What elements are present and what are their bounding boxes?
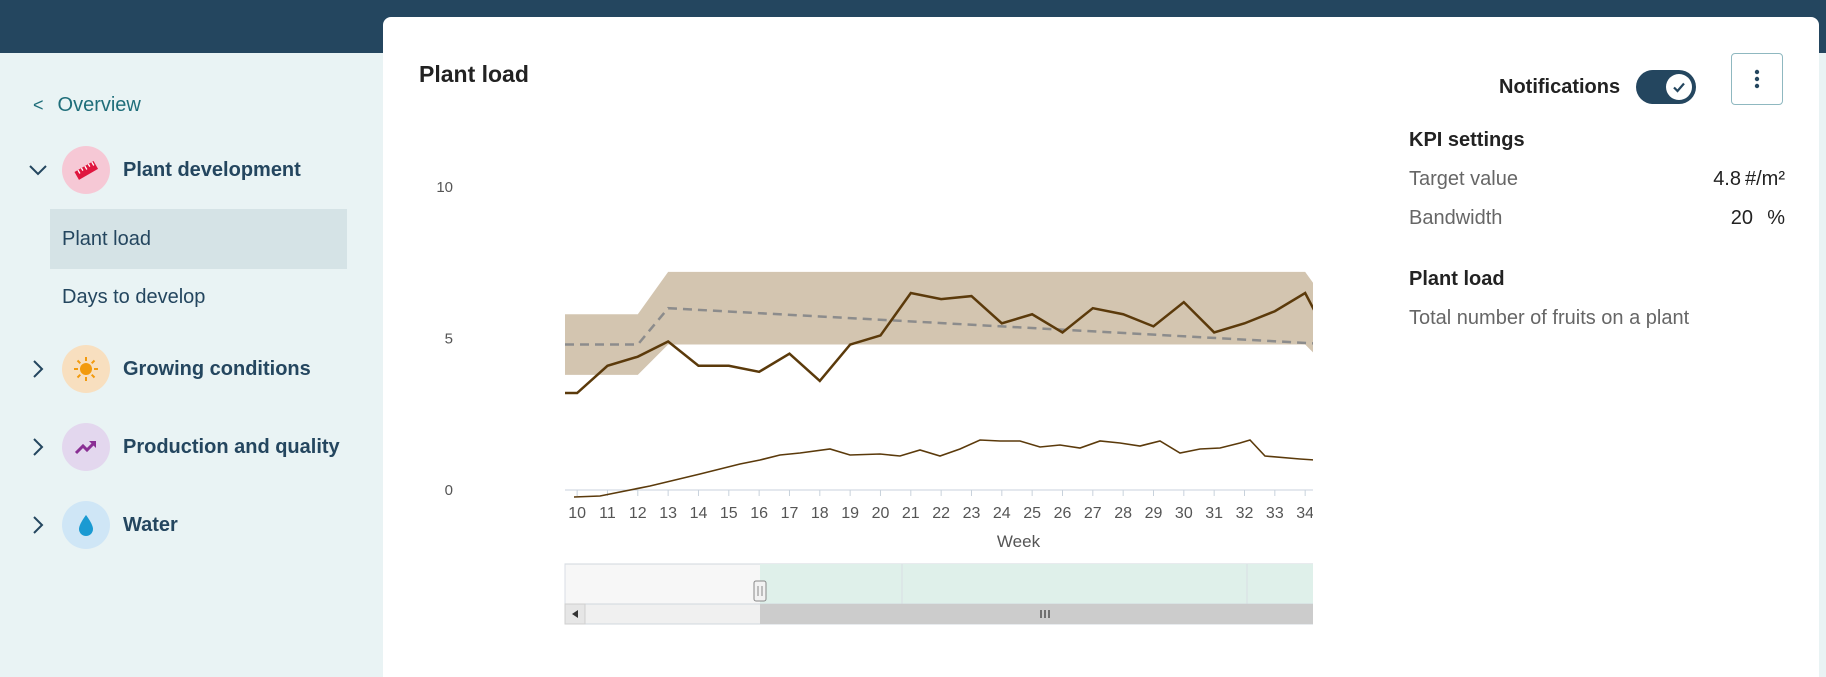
y-tick-label: 0: [445, 482, 453, 499]
main-card: Plant load Notifications KPI settings Ta…: [383, 17, 1819, 677]
x-tick-label: 15: [720, 505, 738, 522]
x-tick-label: 33: [1266, 505, 1284, 522]
x-tick-label: 10: [568, 505, 586, 522]
x-tick-label: 32: [1236, 505, 1254, 522]
category-production-and-quality[interactable]: Production and quality: [26, 423, 340, 471]
x-tick-label: 18: [811, 505, 829, 522]
x-tick-label: 34: [1296, 505, 1313, 522]
navigator-scrollbar-thumb[interactable]: [760, 604, 1313, 624]
kpi-info-heading: Plant load: [1409, 268, 1505, 290]
chevron-right-icon[interactable]: [26, 435, 50, 459]
category-growing-conditions[interactable]: Growing conditions: [26, 345, 311, 393]
ruler-icon: [62, 146, 110, 194]
more-options-button[interactable]: [1731, 53, 1783, 105]
chevron-down-icon[interactable]: [26, 158, 50, 182]
notifications-label: Notifications: [1499, 75, 1621, 98]
plant-load-chart[interactable]: 0 5 10 10 11 12 13 14 15 16 17 18 19 20 21 22 23 24 25 26 27…: [383, 127, 1313, 647]
x-axis-label: Week: [997, 532, 1041, 551]
category-label: Production and quality: [123, 435, 340, 458]
navigator-series-line: [573, 439, 1313, 498]
page-title: Plant load: [419, 61, 529, 87]
chevron-left-icon: <: [33, 95, 44, 115]
x-tick-label: 19: [841, 505, 859, 522]
subitem-label: Plant load: [62, 227, 151, 250]
arrow-left-icon: [572, 610, 578, 618]
x-tick-label: 24: [993, 505, 1011, 522]
target-unit: #/m²: [1745, 168, 1785, 190]
x-tick-label: 17: [781, 505, 799, 522]
x-tick-label: 29: [1145, 505, 1163, 522]
navigator-selection[interactable]: [760, 564, 1313, 604]
target-value-line: [565, 306, 1313, 346]
overview-back-link[interactable]: < Overview: [33, 94, 141, 117]
water-drop-icon: [62, 501, 110, 549]
y-tick-label: 5: [445, 331, 453, 348]
x-tick-label: 21: [902, 505, 920, 522]
x-tick-label: 27: [1084, 505, 1102, 522]
trend-up-icon: [62, 423, 110, 471]
category-label: Growing conditions: [123, 357, 311, 380]
category-label: Plant development: [123, 158, 301, 181]
target-label: Target value: [1409, 168, 1518, 190]
x-tick-label: 20: [872, 505, 890, 522]
subitem-days-to-develop[interactable]: Days to develop: [50, 267, 347, 327]
subitem-plant-load[interactable]: Plant load: [50, 209, 347, 269]
notifications-toggle[interactable]: [1636, 70, 1697, 104]
x-tick-label: 30: [1175, 505, 1193, 522]
category-water[interactable]: Water: [26, 501, 178, 549]
x-tick-label: 25: [1023, 505, 1041, 522]
bandwidth-label: Bandwidth: [1409, 207, 1503, 229]
x-tick-label: 16: [750, 505, 768, 522]
x-tick-label: 11: [599, 505, 616, 522]
kpi-bandwidth-row: Bandwidth 20%: [1409, 207, 1785, 230]
subitem-label: Days to develop: [62, 285, 206, 308]
sun-icon: [62, 345, 110, 393]
check-icon: [1666, 74, 1693, 100]
x-tick-label: 12: [629, 505, 647, 522]
sidebar: [0, 53, 383, 654]
plant-load-series-line[interactable]: [565, 291, 1313, 395]
y-tick-label: 10: [436, 179, 453, 196]
chevron-right-icon[interactable]: [26, 513, 50, 537]
navigator-handle[interactable]: [753, 580, 767, 602]
overview-label: Overview: [57, 94, 141, 116]
bandwidth-value: 20: [1730, 207, 1753, 229]
category-label: Water: [123, 513, 178, 536]
kpi-description: Total number of fruits on a plant: [1409, 307, 1690, 329]
scrollbar-grip-icon: [1040, 610, 1050, 618]
kpi-settings-heading: KPI settings: [1409, 129, 1525, 151]
x-tick-label: 22: [932, 505, 950, 522]
x-tick-label: 13: [659, 505, 677, 522]
x-tick-label: 28: [1114, 505, 1132, 522]
bandwidth-unit: %: [1767, 207, 1785, 229]
kebab-menu-icon: [1754, 69, 1760, 89]
notifications-control: Notifications: [1499, 70, 1697, 104]
x-tick-label: 23: [963, 505, 981, 522]
x-tick-label: 31: [1205, 505, 1223, 522]
category-plant-development[interactable]: Plant development: [26, 146, 301, 194]
x-tick-label: 26: [1054, 505, 1072, 522]
target-value: 4.8: [1713, 168, 1741, 190]
handle-grip-icon: [757, 586, 763, 596]
kpi-panel: KPI settings Target value 4.8 #/m² Bandwi…: [1409, 129, 1785, 330]
chevron-right-icon[interactable]: [26, 357, 50, 381]
kpi-target-row: Target value 4.8 #/m²: [1409, 168, 1785, 191]
x-tick-label: 14: [690, 505, 708, 522]
